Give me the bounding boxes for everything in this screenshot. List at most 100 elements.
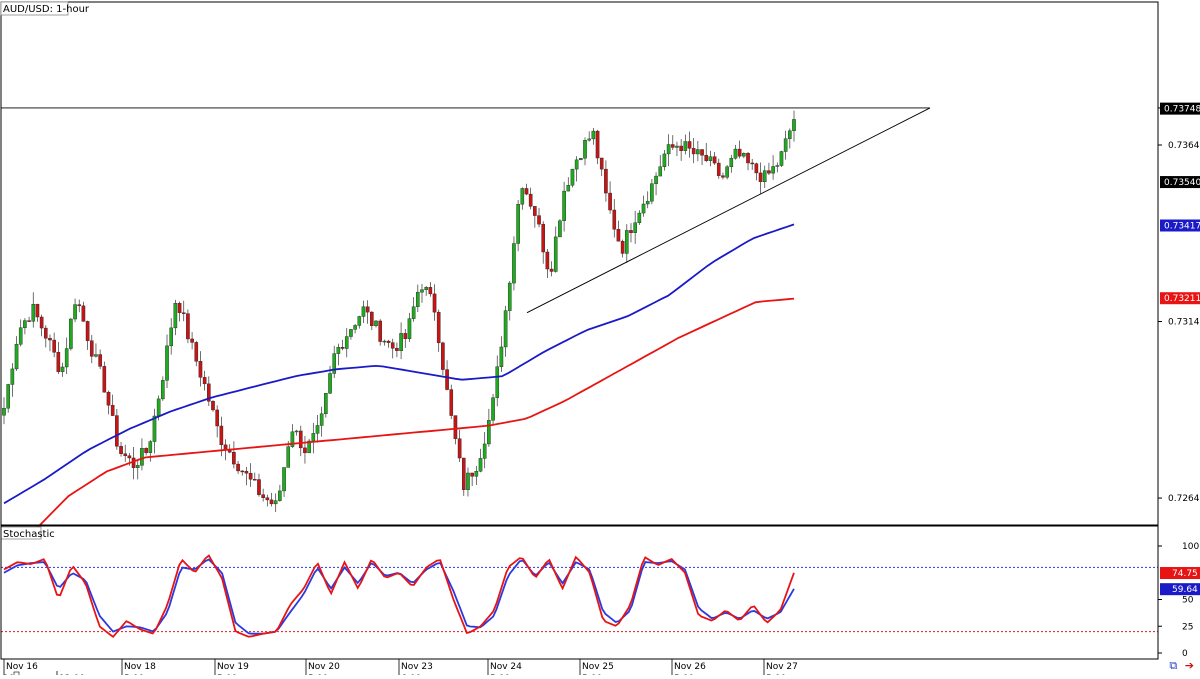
candle-body [599,157,604,170]
candle-body [403,333,408,339]
candle [662,150,667,171]
candle-body [169,327,173,347]
candle-body [666,144,671,155]
candle [119,441,123,457]
candle-body [620,240,625,254]
candle [319,406,324,437]
candle-body [742,153,746,157]
stoch-tag: 59.64 [1160,583,1200,596]
candle-body [382,340,387,343]
candle-body [186,313,190,340]
candle [353,323,357,334]
candle [679,139,683,161]
candle-body [516,204,520,244]
candle [98,349,102,370]
candle-body [311,433,316,442]
candle-body [261,494,265,498]
candle [428,282,433,297]
candle [466,467,470,497]
link-icon[interactable]: ⧉ [1169,659,1178,672]
candle [512,236,516,291]
candle-body [232,451,236,465]
stoch-tag-label: 59.64 [1172,585,1198,595]
price-tag-bg [1160,102,1200,115]
candle-body [303,447,307,454]
candle [449,384,454,420]
candle [198,351,203,387]
candle-body [499,346,504,367]
candle [248,463,253,487]
candle [315,414,320,443]
moving-average-red [29,297,795,536]
close-arrow-icon[interactable]: ➔ [1184,659,1194,672]
candle [487,408,491,447]
candle-body [507,282,512,311]
candle [742,152,746,159]
candle [750,158,755,170]
candle [746,152,750,171]
candle-body [608,192,612,211]
candle [783,130,788,160]
candle-body [432,293,437,313]
candle [18,319,23,347]
candle [420,284,424,303]
candle-body [629,230,633,233]
stochastic-k-line [3,554,795,639]
date-label: Nov 19 [217,662,249,672]
candle [344,328,349,358]
candle-body [386,340,391,343]
candle-body [161,380,165,400]
candle [181,300,186,322]
candle [558,219,562,238]
candle [81,301,86,322]
candle-body [704,155,709,161]
candle-body [257,479,261,495]
candle [712,151,717,165]
candle [478,448,483,473]
candle [286,440,291,468]
candle [507,280,512,321]
candle [110,394,115,416]
candle [666,134,671,167]
candle [658,155,663,177]
candle-body [294,430,299,433]
candle [620,239,625,258]
candle-body [466,472,470,490]
candle [641,195,646,217]
candle-body [248,472,253,480]
candle-body [52,339,56,353]
candle-body [729,158,734,168]
candle-body [461,457,466,490]
candle [349,329,353,340]
candle [574,156,579,182]
candle [294,429,299,436]
candle [654,172,658,196]
candle-body [662,153,667,167]
price-tag: 0.73211 [1160,292,1200,305]
candle-body [416,291,420,307]
candle-body [14,344,19,370]
candle [311,422,316,454]
candle [704,142,709,163]
stoch-tag: 74.75 [1160,567,1200,580]
candle [491,393,495,426]
candle [252,472,257,481]
price-panel [1,107,931,536]
candle-body [336,347,341,354]
candle [399,322,403,360]
candle [89,335,94,364]
candle-body [349,329,353,337]
candle-body [537,215,541,225]
candle-body [625,230,629,254]
candle [537,207,541,228]
candle [729,154,734,173]
candle-body [123,453,128,456]
candle-body [708,156,713,161]
candle-body [553,236,558,272]
date-label: Nov 16 [6,662,38,672]
candle-body [725,166,729,178]
candle [215,405,219,438]
candle [562,181,566,232]
candle-body [604,168,608,194]
